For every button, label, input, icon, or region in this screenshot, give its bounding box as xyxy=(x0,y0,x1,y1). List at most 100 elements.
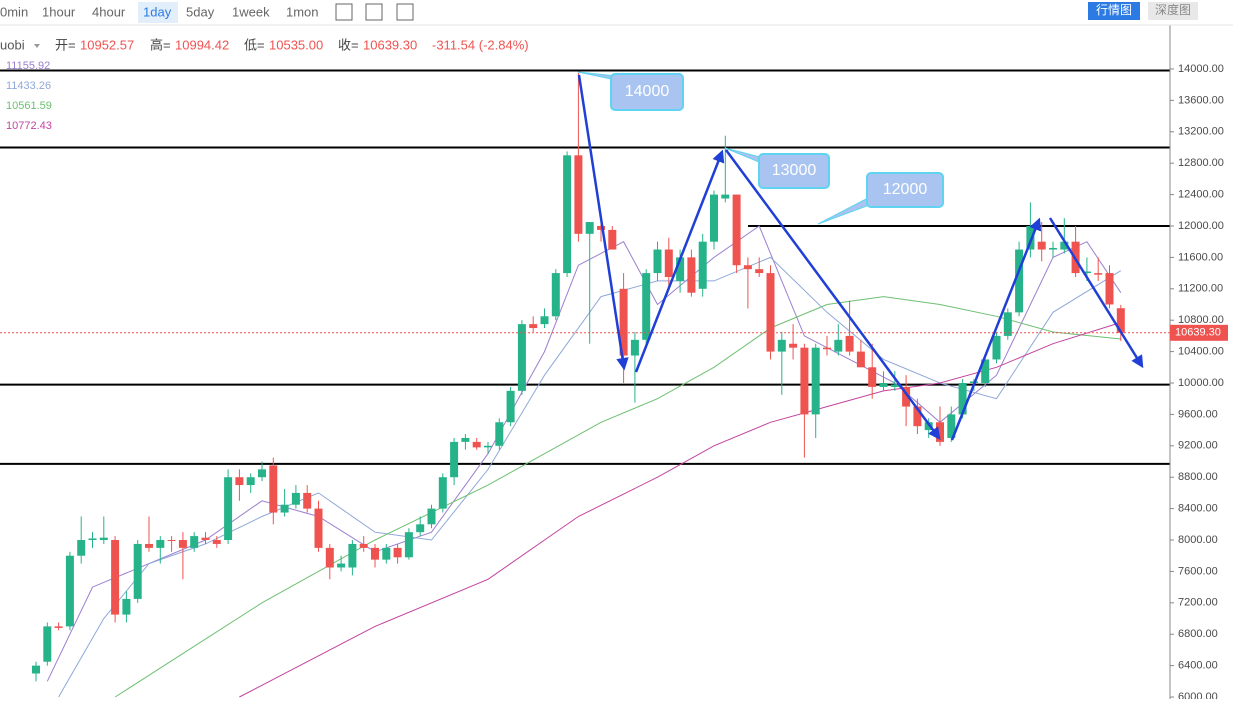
ohlc-label: 高= xyxy=(150,37,171,52)
view-button[interactable] xyxy=(1148,2,1198,20)
interval-option[interactable]: 1day xyxy=(143,4,172,19)
y-tick-label: 14000.00 xyxy=(1178,63,1224,75)
icon-button[interactable] xyxy=(396,3,414,21)
candle-body xyxy=(314,508,323,548)
interval-option[interactable]: 1hour xyxy=(42,4,76,19)
candle-body xyxy=(450,441,459,478)
candle-body xyxy=(212,540,221,544)
view-option[interactable]: 行情图 xyxy=(1096,3,1132,17)
arrow xyxy=(950,217,1042,441)
y-tick-label: 8400.00 xyxy=(1178,503,1218,515)
candle-body xyxy=(958,383,967,415)
icon-button[interactable] xyxy=(365,3,383,21)
candle-body xyxy=(427,508,436,525)
icon-button[interactable] xyxy=(335,3,353,21)
candle-body xyxy=(145,543,153,548)
candle-body xyxy=(992,335,1001,360)
candle-body xyxy=(834,339,843,352)
candle-body xyxy=(890,384,899,387)
callout-label: 12000 xyxy=(883,181,928,198)
candle-body xyxy=(337,563,346,568)
candle-body xyxy=(133,543,142,599)
candle-body xyxy=(1049,247,1057,250)
candle-body xyxy=(1060,241,1069,250)
candle-body xyxy=(484,445,492,448)
candle-body xyxy=(1116,308,1125,333)
candle-body xyxy=(710,194,718,242)
arrow xyxy=(724,149,941,441)
candle-body xyxy=(777,339,786,352)
candle-body xyxy=(88,538,97,541)
candle-body xyxy=(653,249,662,274)
interval-option[interactable]: 1mon xyxy=(286,4,319,19)
candle-body xyxy=(1003,312,1012,336)
candle-body xyxy=(947,414,956,438)
candle-body xyxy=(201,537,210,541)
last-price-label: 10639.30 xyxy=(1175,327,1221,339)
candle-body xyxy=(913,406,922,427)
candle-body xyxy=(540,316,549,325)
toolbar xyxy=(0,0,1233,25)
y-tick-label: 7600.00 xyxy=(1178,565,1218,577)
interval-option[interactable]: 1week xyxy=(232,4,270,19)
y-tick-label: 6000.00 xyxy=(1178,691,1218,699)
candle-body xyxy=(393,547,402,558)
trend-arrows xyxy=(577,74,1144,441)
ohlc-label: 开= xyxy=(55,37,76,52)
candle-body xyxy=(99,537,108,541)
interval-option[interactable]: 4hour xyxy=(92,4,126,19)
interval-option[interactable]: 5day xyxy=(186,4,215,19)
ma-line xyxy=(114,296,1121,698)
candle-body xyxy=(167,540,176,542)
y-tick-label: 12400.00 xyxy=(1178,188,1224,200)
candle-body xyxy=(845,335,854,352)
view-option[interactable]: 深度图 xyxy=(1155,2,1191,17)
y-tick-label: 12800.00 xyxy=(1178,157,1224,169)
arrow xyxy=(634,149,725,373)
active-interval xyxy=(138,2,178,23)
candle-body xyxy=(506,390,515,423)
candle-body xyxy=(698,241,707,289)
candle-body xyxy=(642,273,651,340)
candle-body xyxy=(664,249,673,278)
ma-legend-value: 11155.92 xyxy=(6,60,50,72)
interval-option[interactable]: 0min xyxy=(0,4,28,19)
candle-body xyxy=(43,626,52,662)
candle-body xyxy=(54,626,63,628)
candle-body xyxy=(766,273,775,352)
candle-body xyxy=(291,492,300,505)
candle-body xyxy=(359,543,368,548)
candle-body xyxy=(1094,273,1103,275)
candle-body xyxy=(924,422,933,431)
candle-body xyxy=(879,383,888,387)
candle-body xyxy=(178,540,187,548)
y-tick-label: 13200.00 xyxy=(1178,126,1224,138)
ma-legend-value: 10561.59 xyxy=(6,100,52,112)
y-tick-label: 6800.00 xyxy=(1178,628,1218,640)
candle-body xyxy=(755,269,764,274)
ma-line xyxy=(46,225,1122,682)
exchange-name: uobi xyxy=(0,37,25,52)
callout-box xyxy=(758,153,830,189)
toolbar-icons[interactable] xyxy=(335,3,414,21)
candle-body xyxy=(190,536,199,548)
candle-body xyxy=(382,547,391,560)
plot-area xyxy=(0,69,1170,698)
callout-label: 14000 xyxy=(625,83,670,100)
y-tick-label: 13600.00 xyxy=(1178,94,1224,106)
candle-body xyxy=(687,257,696,293)
candle-body xyxy=(246,477,255,486)
candle-body xyxy=(868,367,877,387)
candle-body xyxy=(404,532,413,558)
candle-body xyxy=(1026,225,1035,250)
candle-body xyxy=(269,465,278,513)
ma-legend-value: 10772.43 xyxy=(6,120,52,132)
candle-body xyxy=(258,469,266,478)
change-value: -311.54 (-2.84%) xyxy=(432,37,529,52)
candle-body xyxy=(517,324,526,391)
candle-body xyxy=(981,359,990,384)
view-button-active[interactable] xyxy=(1088,2,1140,20)
candle-body xyxy=(551,273,560,317)
candle-body xyxy=(156,540,165,548)
candle-body xyxy=(280,504,289,513)
